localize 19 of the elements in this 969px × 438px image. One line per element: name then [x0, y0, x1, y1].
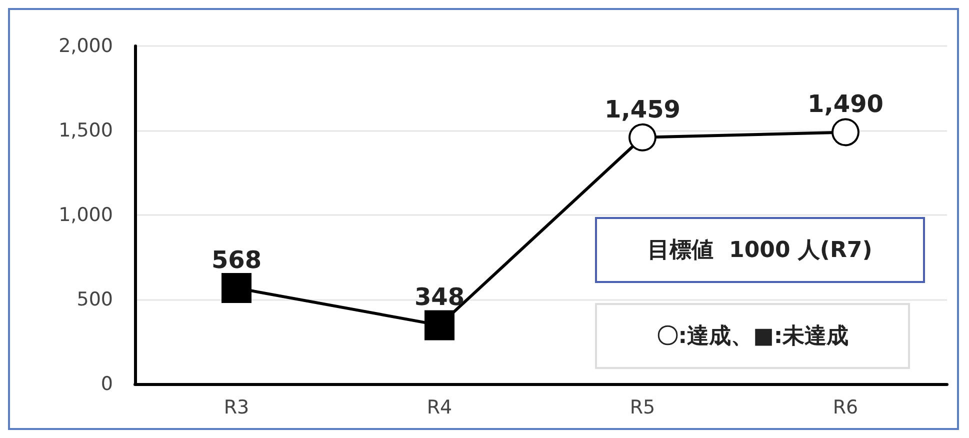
y-tick-label: 500 — [76, 288, 113, 310]
y-tick-label: 1,500 — [58, 120, 113, 142]
point — [424, 310, 454, 340]
data-label: 1,490 — [808, 90, 884, 118]
y-tick-label: 0 — [100, 373, 113, 395]
point — [628, 123, 656, 152]
data-label: 1,459 — [604, 95, 680, 124]
data-label: 568 — [211, 246, 262, 274]
annotation: 目標値 1000 人(R7) — [648, 237, 872, 265]
y-tick-label: 1,000 — [58, 204, 113, 226]
y-tick-label: 2,000 — [58, 35, 113, 57]
point — [832, 118, 860, 146]
x-tick-label: R3 — [224, 396, 250, 418]
x-tick-label: R6 — [832, 396, 858, 418]
point — [222, 273, 252, 304]
x-tick-label: R4 — [426, 396, 452, 418]
x-tick-label: R5 — [630, 396, 656, 418]
data-label: 348 — [414, 283, 465, 312]
annotation: 〇:達成、■:未達成 — [656, 323, 849, 351]
